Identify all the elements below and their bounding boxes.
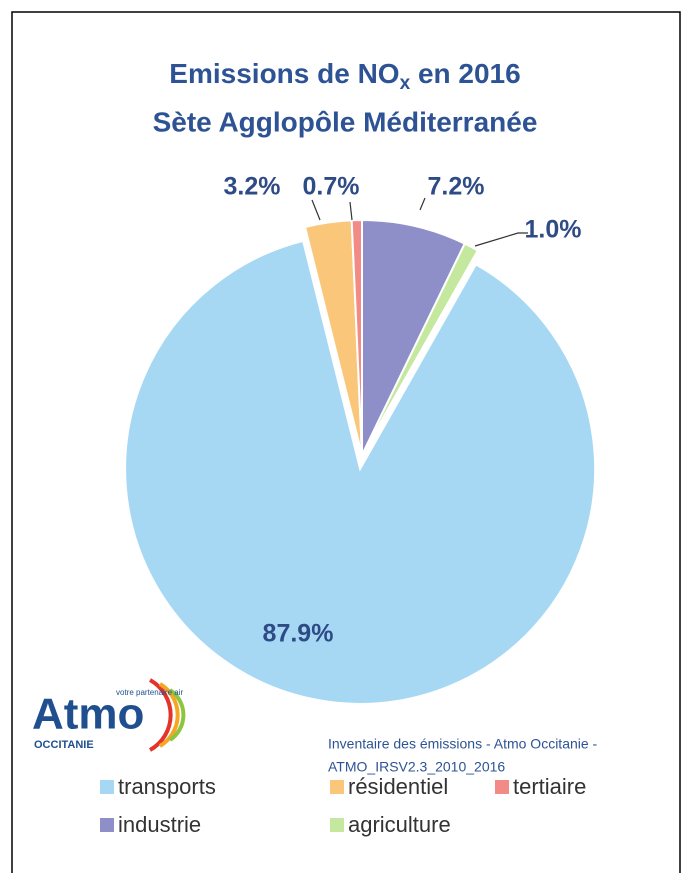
logo-tagline: votre partenaire air [116, 688, 183, 697]
data-label: 1.0% [525, 216, 582, 244]
legend-swatch [495, 780, 509, 794]
pie-slice [124, 239, 597, 705]
logo-arc [148, 678, 173, 752]
pie-slice [361, 218, 467, 456]
leader-line [349, 201, 353, 221]
data-label: 3.2% [224, 173, 281, 201]
data-label: 87.9% [263, 620, 334, 648]
logo-name: Atmo [32, 690, 144, 739]
chart-title: Emissions de NOx en 2016 [169, 58, 520, 94]
legend-swatch [330, 780, 344, 794]
logo-arc [168, 688, 186, 742]
source: Inventaire des émissions - Atmo Occitani… [328, 736, 598, 752]
data-label: 7.2% [428, 173, 485, 201]
legend-label: résidentiel [348, 774, 448, 799]
legend-swatch [100, 818, 114, 832]
pie [124, 218, 597, 705]
leader-lines [311, 197, 528, 247]
legend-label: agriculture [348, 812, 451, 837]
legend-swatch [330, 818, 344, 832]
pie-slice [350, 218, 363, 456]
logo: Atmo OCCITANIE votre partenaire air [32, 678, 186, 752]
pie-slice [361, 242, 480, 456]
source: ATMO_IRSV2.3_2010_2016 [328, 759, 505, 775]
legend-label: industrie [118, 812, 201, 837]
legend-swatch [100, 780, 114, 794]
data-label: 0.7% [303, 173, 360, 201]
leader-line [311, 199, 321, 221]
leader-line [474, 232, 528, 247]
legend: industrie agriculture transports résidentie… [100, 774, 586, 837]
leader-line [419, 197, 426, 211]
logo-region: OCCITANIE [34, 739, 94, 751]
logo-arc [158, 682, 180, 748]
legend-label: tertiaire [513, 774, 586, 799]
legend-label: transports [118, 774, 216, 799]
chart-subtitle: Sète Agglopôle Méditerranée [153, 106, 538, 137]
